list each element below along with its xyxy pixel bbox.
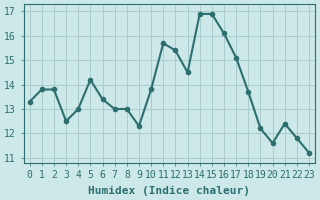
- X-axis label: Humidex (Indice chaleur): Humidex (Indice chaleur): [88, 186, 250, 196]
